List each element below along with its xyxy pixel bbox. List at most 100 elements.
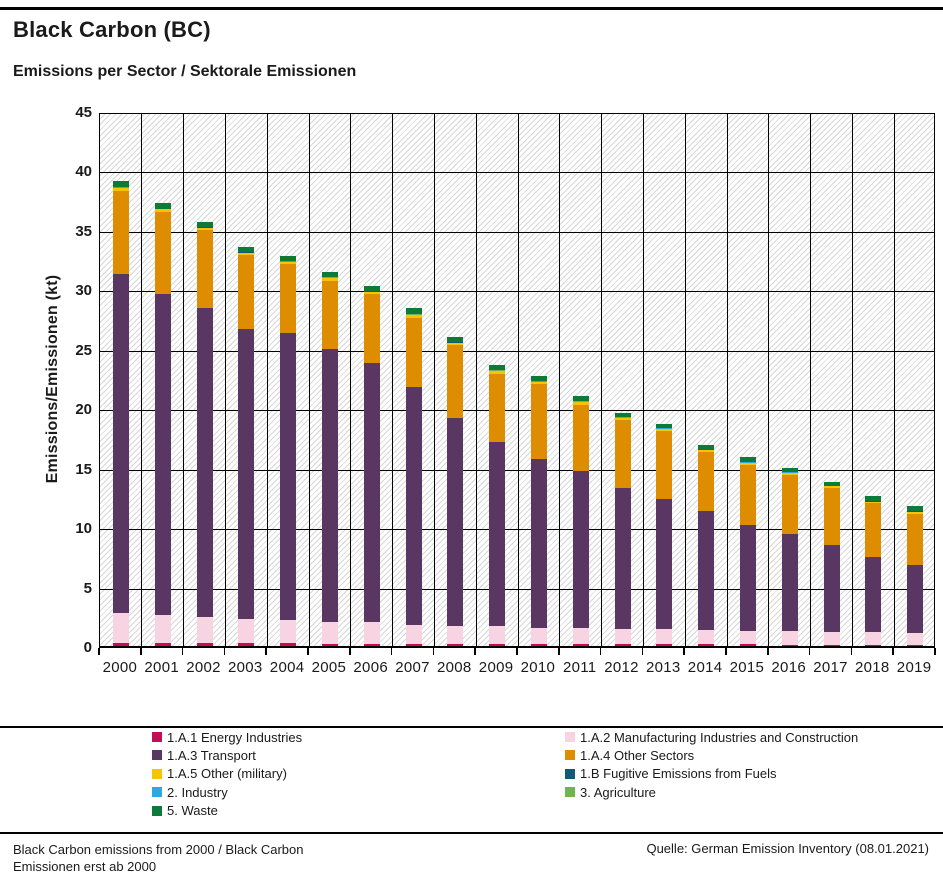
legend-item: 1.A.2 Manufacturing Industries and Const… xyxy=(565,729,858,745)
bar-segment xyxy=(739,644,756,646)
bar-segment xyxy=(280,264,297,334)
bar-segment xyxy=(196,643,213,646)
legend-swatch-icon xyxy=(565,750,575,761)
x-tick-mark xyxy=(892,648,894,655)
bar-segment xyxy=(238,252,255,255)
stacked-bar-2000 xyxy=(112,181,129,646)
x-tick-mark xyxy=(432,648,435,655)
bar-segment xyxy=(196,617,213,644)
stacked-bar-2004 xyxy=(280,256,297,646)
x-axis-ticks xyxy=(98,648,936,656)
bar-segment xyxy=(405,643,422,646)
bar-segment xyxy=(823,486,840,488)
x-tick-label: 2016 xyxy=(771,659,806,676)
bar-segment xyxy=(614,487,631,630)
stacked-bar-2015 xyxy=(739,457,756,646)
gridline-vertical xyxy=(726,114,728,646)
x-tick-mark xyxy=(307,648,309,655)
y-tick-label: 30 xyxy=(75,282,92,300)
bar-segment xyxy=(572,643,589,646)
x-tick-label: 2003 xyxy=(228,659,263,676)
bar-segment xyxy=(280,256,297,262)
gridline-vertical xyxy=(601,114,603,646)
bar-segment xyxy=(405,386,422,626)
bar-segment xyxy=(698,450,715,453)
bar-segment xyxy=(489,441,506,626)
y-tick-label: 0 xyxy=(83,639,92,656)
x-tick-mark xyxy=(934,648,936,655)
x-tick-mark xyxy=(850,648,853,655)
legend-item: 1.A.5 Other (military) xyxy=(152,766,287,782)
gridline-horizontal xyxy=(100,291,934,293)
bar-segment xyxy=(280,262,297,265)
legend-item: 5. Waste xyxy=(152,803,218,819)
y-tick-label: 25 xyxy=(75,341,92,359)
x-tick-label: 2013 xyxy=(646,659,681,676)
bar-segment xyxy=(656,629,673,645)
x-tick-mark xyxy=(725,648,727,655)
legend-label: 1.B Fugitive Emissions from Fuels xyxy=(580,766,777,782)
bar-segment xyxy=(572,471,589,629)
x-tick-mark xyxy=(349,648,351,655)
bar-segment xyxy=(614,418,631,421)
bar-segment xyxy=(739,524,756,631)
gridline-vertical xyxy=(851,114,853,646)
bar-segment xyxy=(530,643,547,646)
bar-segment xyxy=(698,644,715,646)
gridline-horizontal xyxy=(100,172,934,174)
bar-segment xyxy=(321,271,338,278)
x-tick-mark xyxy=(558,648,560,655)
x-tick-label: 2007 xyxy=(395,659,430,676)
bar-segment xyxy=(196,227,213,230)
bar-segment xyxy=(280,619,297,644)
bar-segment xyxy=(823,481,840,486)
x-tick-mark xyxy=(683,648,685,655)
bar-segment xyxy=(530,384,547,460)
x-tick-label: 2006 xyxy=(353,659,388,676)
legend-swatch-icon xyxy=(152,787,162,798)
stacked-bar-2001 xyxy=(154,202,171,646)
bar-segment xyxy=(739,630,756,645)
x-tick-label: 2017 xyxy=(813,659,848,676)
bar-segment xyxy=(238,643,255,646)
legend-item: 2. Industry xyxy=(152,784,228,800)
gridline-vertical xyxy=(893,114,895,646)
x-tick-mark xyxy=(474,648,476,655)
y-axis-tick-labels: 0 5 10 15 20 25 30 35 40 45 xyxy=(30,104,92,656)
bar-segment xyxy=(907,565,924,633)
bar-segment xyxy=(363,622,380,644)
x-tick-label: 2005 xyxy=(311,659,347,676)
bar-segment xyxy=(614,413,631,418)
y-tick-label: 45 xyxy=(75,104,92,121)
bar-segment xyxy=(823,631,840,645)
bar-segment xyxy=(489,625,506,644)
bar-segment xyxy=(781,644,798,646)
bar-segment xyxy=(907,514,924,566)
x-tick-label: 2011 xyxy=(562,659,597,676)
bar-segment xyxy=(447,342,464,346)
stacked-bar-2005 xyxy=(321,271,338,646)
x-tick-mark xyxy=(599,648,602,655)
bar-segment xyxy=(656,429,673,431)
bar-segment xyxy=(321,643,338,646)
gridline-horizontal xyxy=(100,231,934,233)
stacked-bar-2012 xyxy=(614,413,631,646)
legend-separator-rule xyxy=(0,726,943,728)
page-title: Black Carbon (BC) xyxy=(13,17,211,42)
bar-segment xyxy=(781,474,798,535)
bar-segment xyxy=(154,614,171,644)
bar-segment xyxy=(489,373,506,442)
bar-segment xyxy=(154,294,171,615)
x-tick-mark xyxy=(265,648,267,655)
legend-swatch-icon xyxy=(152,732,162,742)
bar-segment xyxy=(447,417,464,626)
bar-segment xyxy=(530,459,547,628)
bar-segment xyxy=(530,376,547,382)
legend-swatch-icon xyxy=(152,768,162,779)
bar-segment xyxy=(112,190,129,274)
bar-segment xyxy=(447,336,464,342)
bar-segment xyxy=(614,644,631,646)
x-tick-mark xyxy=(641,648,644,655)
stacked-bar-2014 xyxy=(698,445,715,646)
y-tick-label: 5 xyxy=(83,579,92,597)
